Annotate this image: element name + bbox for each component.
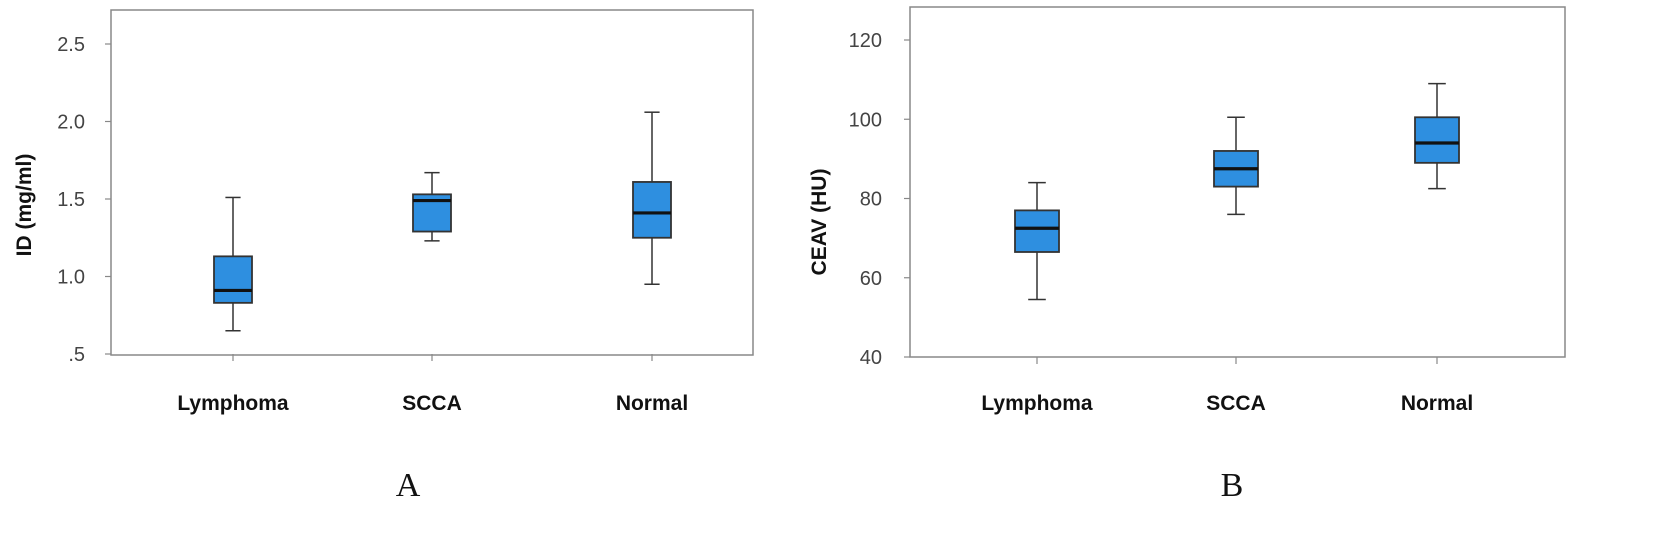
boxplot-series-b [1014, 82, 1460, 301]
x-tick-label: SCCA [1206, 392, 1266, 415]
y-axis-a: .5 1.0 1.5 2.0 2.5 [57, 34, 653, 366]
y-axis-title-b: CEAV (HU) [808, 169, 831, 276]
y-tick-label: 80 [860, 189, 882, 211]
y-tick-label: 1.5 [57, 189, 85, 211]
y-tick-label: 120 [849, 30, 882, 52]
y-tick-label: 40 [860, 347, 882, 369]
iqr-box [1014, 209, 1060, 253]
panel-label-a: A [396, 467, 421, 504]
panel-label-b: B [1221, 467, 1244, 504]
iqr-box [213, 255, 253, 304]
x-tick-label: Normal [616, 392, 688, 415]
iqr-box [1414, 116, 1460, 164]
y-tick-label: 2.0 [57, 112, 85, 134]
box-scca [412, 171, 452, 242]
box-normal [1414, 82, 1460, 190]
box-lymphoma [1014, 181, 1060, 301]
y-tick-label: 100 [849, 109, 882, 131]
chart-panel-b: CEAV (HU) 40 60 80 100 120 Lymphoma SCCA Nor… [808, 6, 1566, 504]
y-tick-label: 2.5 [57, 34, 85, 56]
box-normal [632, 111, 672, 285]
y-axis-b: 40 60 80 100 120 [849, 30, 1438, 369]
boxplot-series-a [213, 111, 672, 332]
box-scca [1213, 116, 1259, 216]
x-tick-label: Normal [1401, 392, 1473, 415]
y-tick-label: 60 [860, 268, 882, 290]
iqr-box [632, 181, 672, 239]
y-tick-label: .5 [68, 344, 85, 366]
y-axis-title-a: ID (mg/ml) [13, 154, 36, 257]
x-tick-label: SCCA [402, 392, 462, 415]
y-tick-label: 1.0 [57, 267, 85, 289]
box-lymphoma [213, 196, 253, 332]
x-tick-label: Lymphoma [981, 392, 1093, 415]
x-tick-label: Lymphoma [177, 392, 289, 415]
chart-panel-a: ID (mg/ml) .51.01.52.02.5 Lymphoma SCCA … [13, 9, 754, 504]
